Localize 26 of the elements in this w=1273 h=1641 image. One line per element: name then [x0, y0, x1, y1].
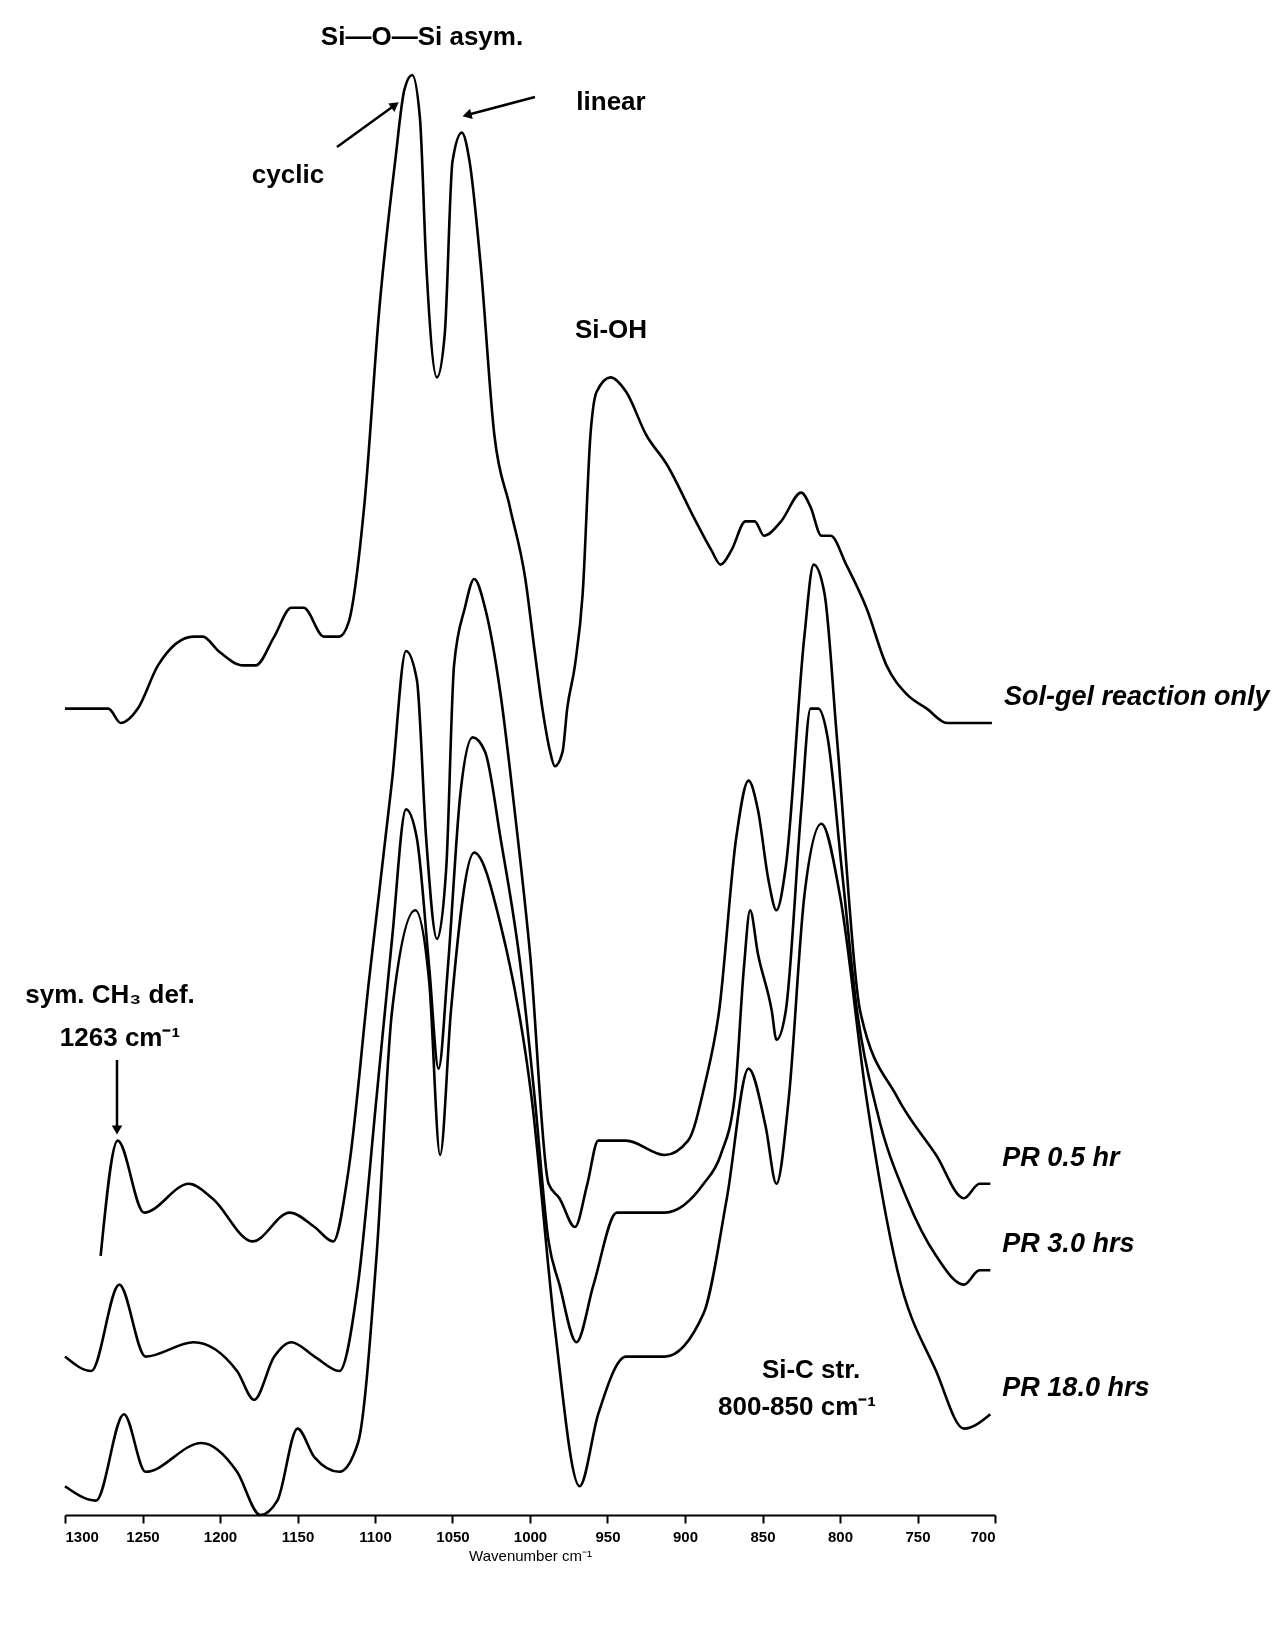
x-tick-label: 750 [905, 1527, 931, 1545]
series-label: Sol-gel reaction only [1003, 681, 1272, 711]
text: Si—O—Si asym. [320, 21, 524, 51]
annotation: Si-C str. [761, 1354, 861, 1384]
x-tick-label: 900 [672, 1527, 699, 1545]
x-tick-label: 950 [595, 1527, 621, 1545]
x-tick-label: 1150 [281, 1527, 315, 1545]
series-label: PR 18.0 hrs [1002, 1372, 1150, 1403]
annotation: Si-OH [574, 314, 648, 344]
x-tick-label: 800 [827, 1527, 854, 1545]
x-tick-label: 1250 [126, 1527, 160, 1545]
x-tick-label: 700 [970, 1527, 996, 1545]
series-label: PR 3.0 hrs [1002, 1228, 1135, 1259]
annotation: linear [576, 86, 646, 116]
x-tick-label: 1050 [436, 1527, 470, 1545]
x-tick-label: 1000 [513, 1527, 548, 1545]
annotation: cyclic [251, 159, 325, 189]
annotation: 1263 cm⁻¹ [59, 1022, 181, 1052]
x-tick-label: 850 [750, 1527, 776, 1545]
series-label: PR 0.5 hr [1002, 1141, 1121, 1172]
x-tick-label: 1100 [359, 1527, 392, 1545]
annotation: 800-850 cm⁻¹ [718, 1391, 876, 1421]
annotation: sym. CH₃ def. [25, 979, 195, 1009]
x-axis-title: Wavenumber cm⁻¹ [469, 1546, 592, 1564]
x-tick-label: 1200 [203, 1527, 238, 1545]
x-tick-label: 1300 [65, 1527, 99, 1545]
